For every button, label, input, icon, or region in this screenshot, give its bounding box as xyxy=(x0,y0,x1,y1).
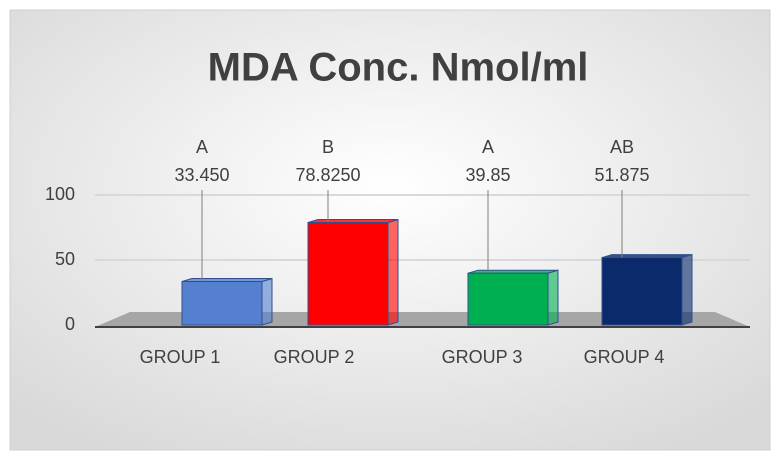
bar xyxy=(601,257,683,326)
chart-title: MDA Conc. Nmol/ml xyxy=(208,46,589,90)
x-tick-label: GROUP 4 xyxy=(584,347,665,367)
bar xyxy=(467,272,549,326)
y-tick-label: 50 xyxy=(55,249,75,269)
data-label-letter: A xyxy=(482,137,494,157)
data-label: 78.8250 xyxy=(295,165,360,185)
x-tick-label: GROUP 3 xyxy=(442,347,523,367)
data-label: 51.875 xyxy=(594,165,649,185)
bar xyxy=(307,222,389,326)
x-tick-label: GROUP 2 xyxy=(274,347,355,367)
bar-side xyxy=(387,218,399,326)
y-tick-label: 100 xyxy=(45,184,75,204)
x-tick-label: GROUP 1 xyxy=(140,347,221,367)
data-label-letter: AB xyxy=(610,137,634,157)
data-label: 33.450 xyxy=(174,165,229,185)
bar-side xyxy=(681,253,693,326)
bar xyxy=(181,281,263,326)
bar-side xyxy=(261,277,273,326)
bar-side xyxy=(547,269,559,326)
data-label-letter: A xyxy=(196,137,208,157)
data-label: 39.85 xyxy=(465,165,510,185)
data-label-letter: B xyxy=(322,137,334,157)
y-tick-label: 0 xyxy=(65,314,75,334)
